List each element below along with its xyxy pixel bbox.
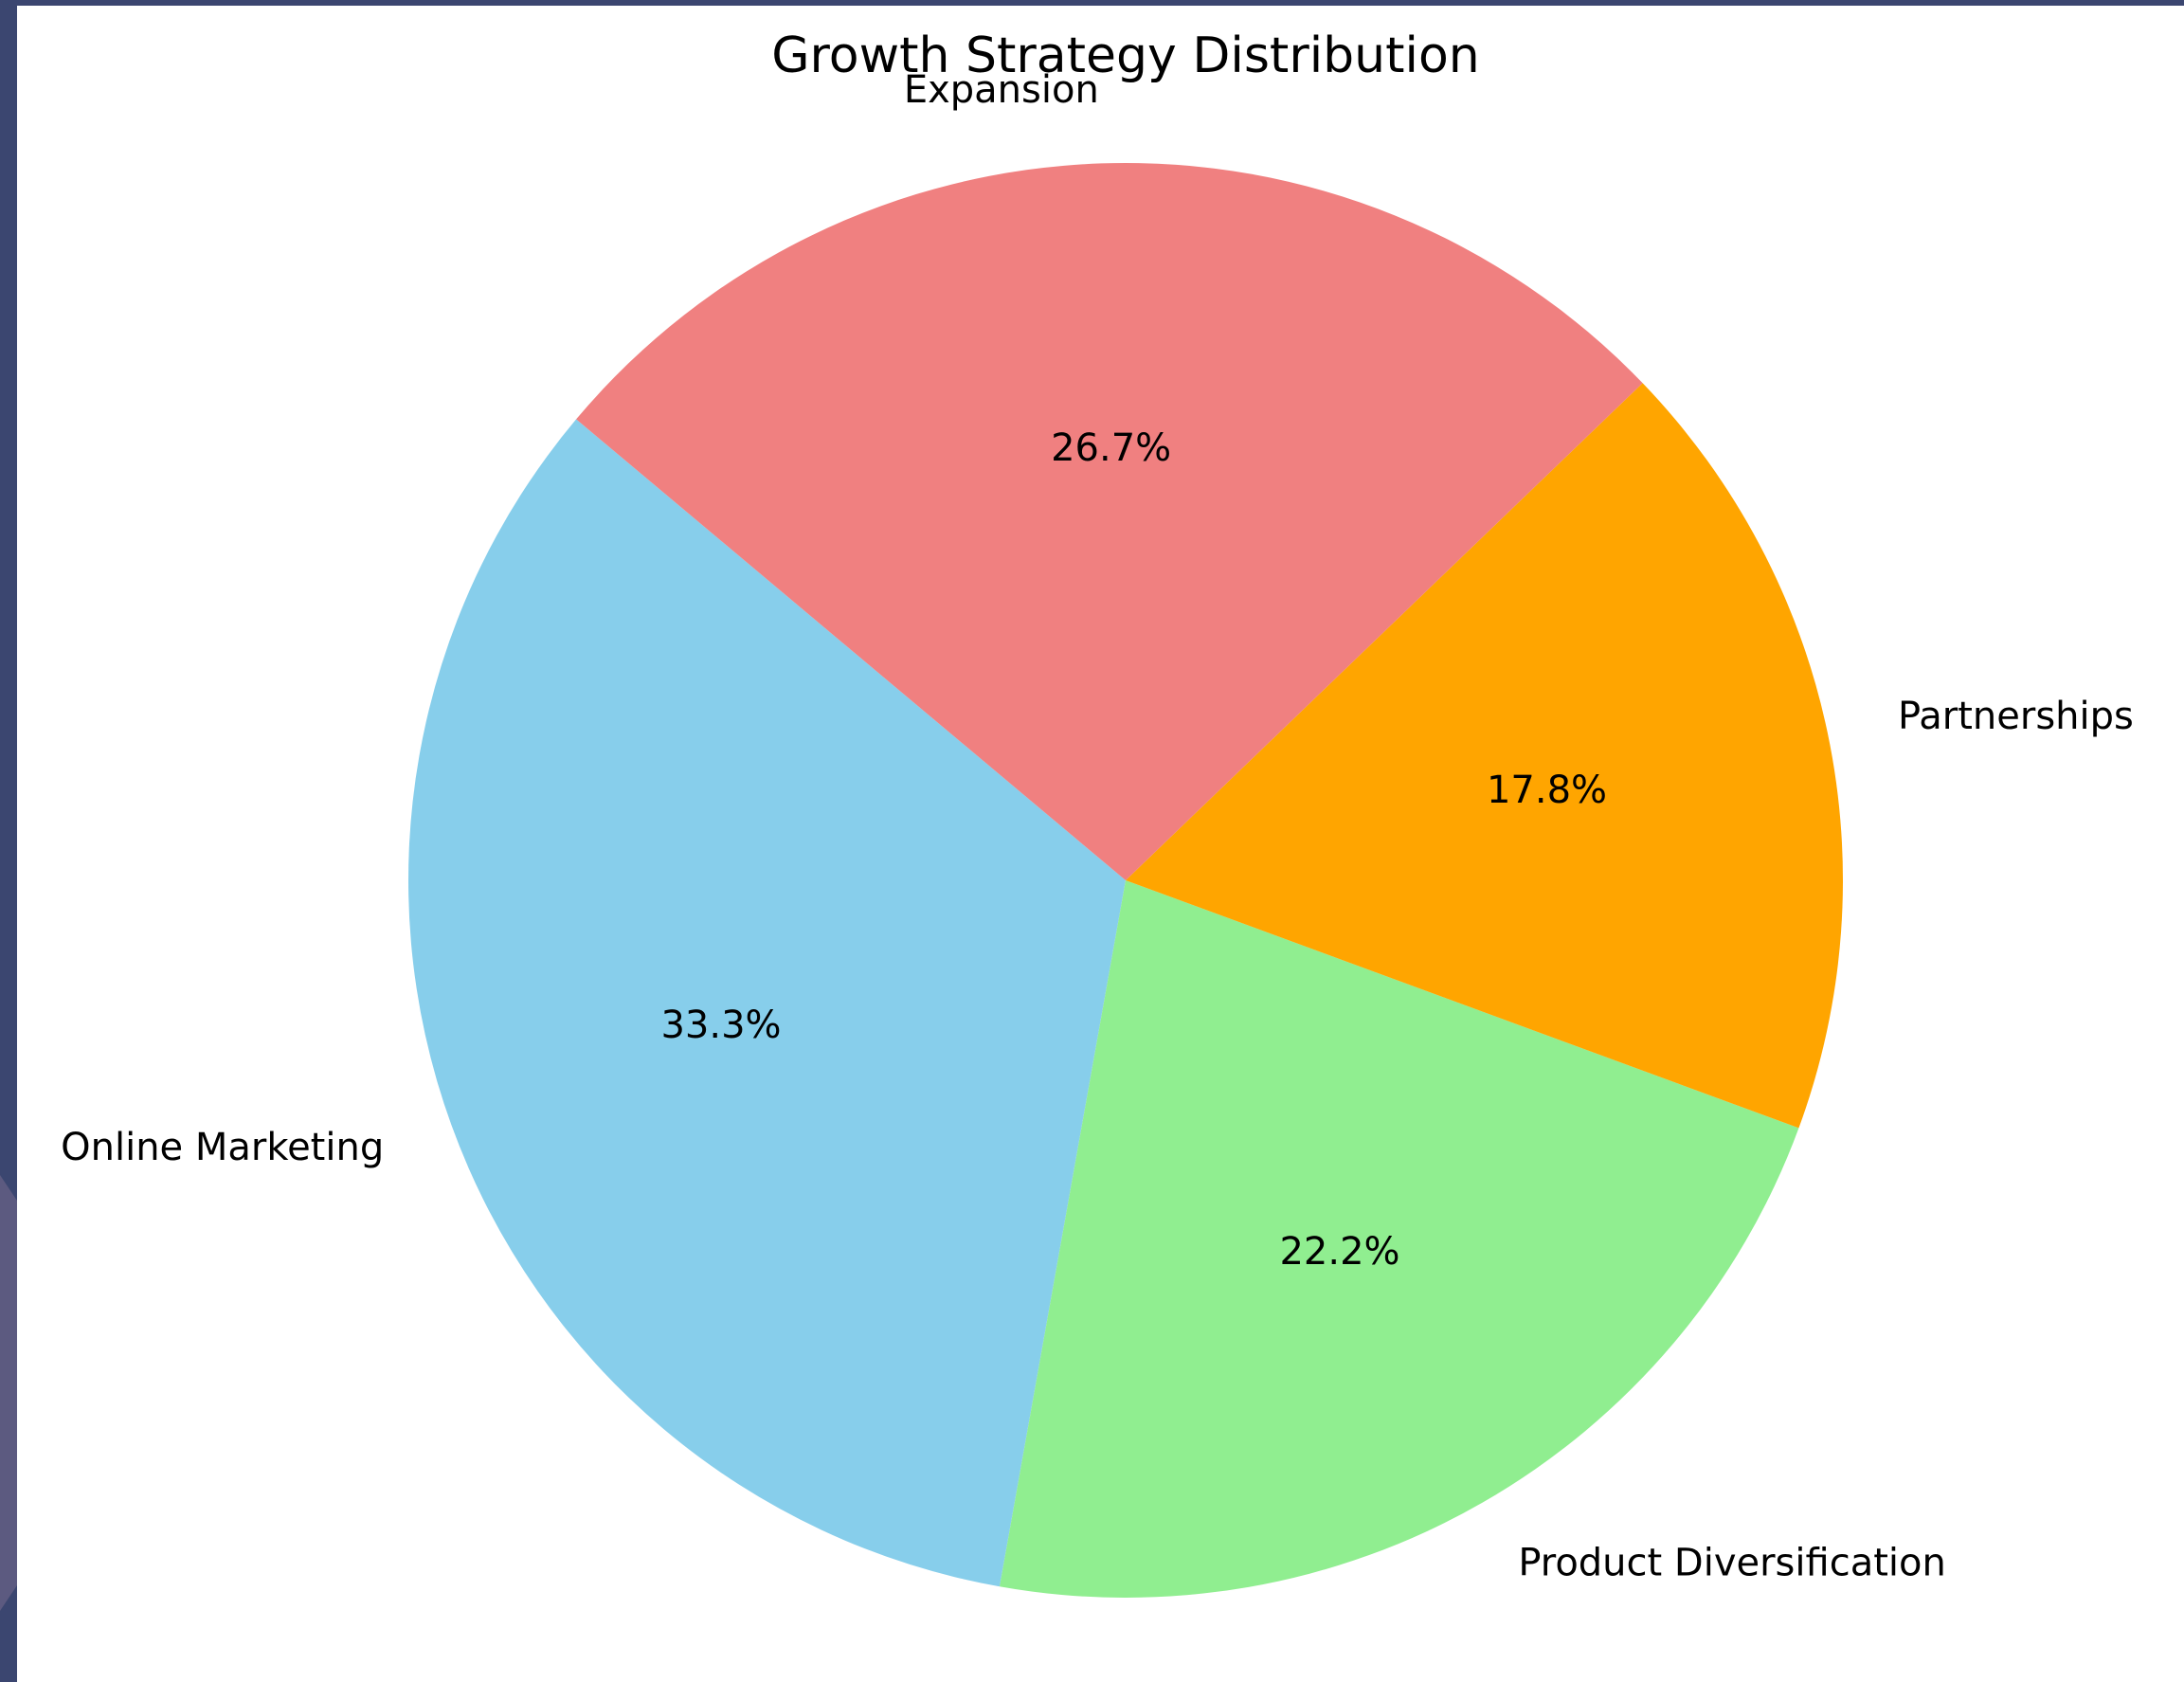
pie-slice	[576, 163, 1643, 880]
slice-label: Product Diversification	[1518, 1541, 1946, 1584]
value-label: 26.7%	[1051, 426, 1171, 470]
value-label: 22.2%	[1279, 1230, 1399, 1274]
pie-slice	[408, 419, 1126, 1587]
slice-label: Partnerships	[1898, 695, 2134, 738]
pie-slice	[1126, 383, 1844, 1129]
slice-label: Online Marketing	[61, 1126, 384, 1169]
value-label: 33.3%	[660, 1004, 781, 1047]
slice-label: Expansion	[904, 68, 1099, 112]
chart-title: Growth Strategy Distribution	[771, 27, 1479, 84]
pie-slice	[999, 880, 1799, 1598]
value-label: 17.8%	[1487, 769, 1607, 812]
